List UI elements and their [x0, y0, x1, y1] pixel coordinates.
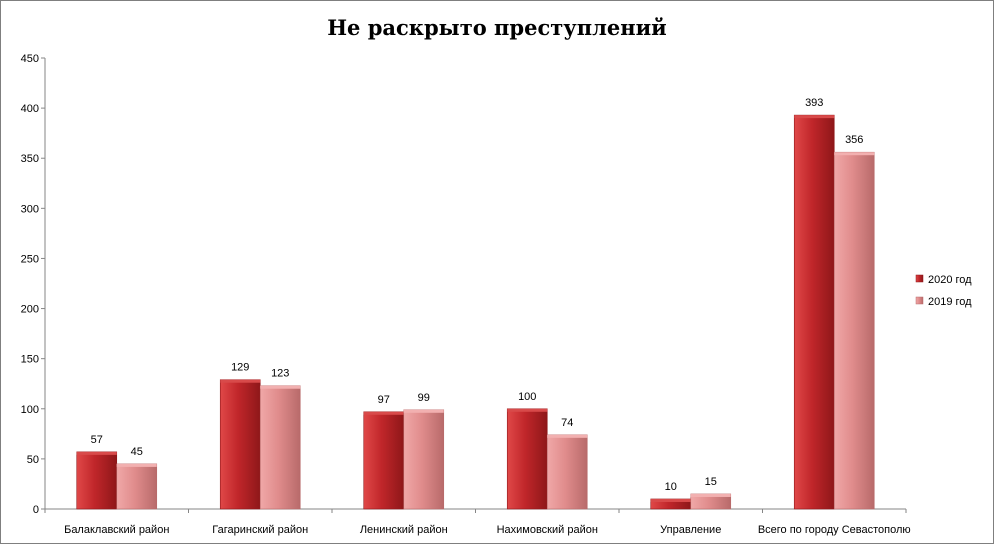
data-label: 57	[91, 434, 103, 446]
bar-top-highlight	[76, 451, 117, 455]
category-label: Ленинский район	[360, 524, 448, 536]
legend: 2020 год 2019 год	[915, 274, 972, 308]
data-label: 97	[378, 394, 390, 406]
legend-label: 2020 год	[928, 274, 972, 286]
bar-series-a	[793, 114, 835, 510]
data-label: 356	[845, 134, 863, 146]
data-label: 393	[805, 97, 823, 109]
y-tick-label: 50	[27, 454, 39, 466]
bar-top-highlight	[363, 411, 404, 415]
bar-series-b	[403, 409, 445, 510]
bar-top-highlight	[690, 493, 731, 497]
y-tick-label: 0	[33, 504, 39, 516]
bar-top-highlight	[403, 409, 444, 413]
bar-series-a	[506, 408, 548, 510]
y-tick-label: 400	[21, 103, 39, 115]
data-label: 100	[518, 391, 536, 403]
chart-title: Не раскрыто преступлений	[327, 15, 667, 40]
bar-series-b	[116, 463, 158, 510]
category-label: Всего по городу Севастополю	[758, 524, 911, 536]
bar-series-b	[546, 434, 588, 510]
category-label: Управление	[660, 524, 721, 536]
category-label: Гагаринский район	[212, 524, 308, 536]
bar-series-b	[259, 385, 301, 510]
bar-top-highlight	[507, 408, 548, 412]
bar-series-a	[219, 379, 261, 510]
bar-series-b	[833, 151, 875, 510]
data-label: 129	[231, 362, 249, 374]
bar-series-a	[76, 451, 118, 510]
data-label: 45	[131, 446, 143, 458]
data-label: 74	[561, 417, 573, 429]
data-label: 99	[418, 392, 430, 404]
y-tick-label: 250	[21, 253, 39, 265]
data-label: 15	[705, 476, 717, 488]
y-tick-label: 300	[21, 203, 39, 215]
bar-top-highlight	[547, 434, 588, 438]
bar-top-highlight	[794, 115, 835, 119]
legend-swatch	[915, 274, 924, 283]
y-axis-ticks: 0 50 100 150 200 250 300 350 400 450	[21, 53, 45, 516]
data-label: 123	[271, 368, 289, 380]
bar-top-highlight	[650, 498, 691, 502]
category-label: Нахимовский район	[497, 524, 598, 536]
legend-label: 2019 год	[928, 296, 972, 308]
bar-series-a	[363, 411, 405, 510]
y-tick-label: 450	[21, 53, 39, 65]
category-labels: Балаклавский район Гагаринский район Ленин…	[44, 509, 911, 536]
category-label: Балаклавский район	[64, 524, 169, 536]
y-tick-label: 100	[21, 404, 39, 416]
bar-top-highlight	[260, 385, 301, 389]
bar-top-highlight	[220, 379, 261, 383]
bar-top-highlight	[116, 463, 157, 467]
bar-top-highlight	[834, 152, 875, 156]
y-tick-label: 350	[21, 153, 39, 165]
legend-swatch	[915, 296, 924, 305]
data-label: 10	[665, 481, 677, 493]
bar-series	[76, 114, 875, 510]
y-tick-label: 200	[21, 304, 39, 316]
y-tick-label: 150	[21, 354, 39, 366]
data-labels: 57 45 129 123 97 99 100 74 10 15 393 356	[91, 97, 864, 493]
